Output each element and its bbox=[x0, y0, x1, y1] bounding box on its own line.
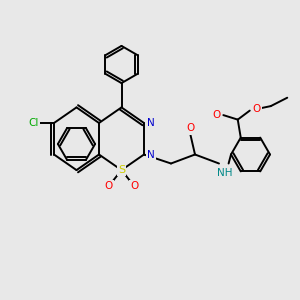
Text: O: O bbox=[105, 181, 113, 191]
Text: O: O bbox=[186, 123, 195, 134]
Text: Cl: Cl bbox=[28, 118, 39, 128]
Text: O: O bbox=[252, 104, 260, 114]
Text: S: S bbox=[118, 165, 125, 175]
Text: O: O bbox=[213, 110, 221, 120]
Text: O: O bbox=[130, 181, 138, 191]
Text: NH: NH bbox=[217, 167, 232, 178]
Text: N: N bbox=[147, 149, 154, 160]
Text: N: N bbox=[147, 118, 154, 128]
